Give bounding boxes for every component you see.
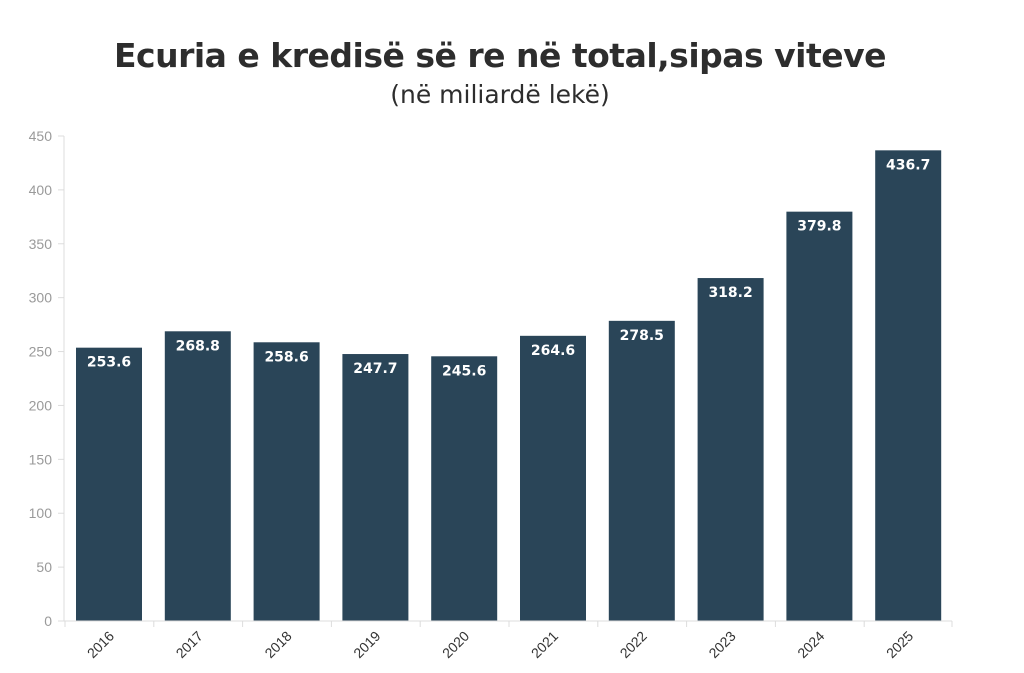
bar-2018 [253,342,320,621]
y-axis: 0 50 100 150 200 250 300 350 400 450 [29,128,65,629]
bars: 253.6 268.8 258.6 247.7 245.6 264.6 278.5 318.2… [76,150,942,621]
bar-2021 [520,335,586,621]
x-tick-label-2019: 2019 [350,628,383,661]
bar-2024 [786,211,853,621]
data-label-2016: 253.6 [87,355,131,371]
x-tick-label-2023: 2023 [705,628,738,661]
x-tick-label-2017: 2017 [173,628,206,661]
bar-2019 [342,354,409,621]
data-label-2023: 318.2 [708,285,752,301]
x-tick-label-2018: 2018 [261,628,294,661]
y-tick-label: 200 [29,397,53,413]
chart-title: Ecuria e kredisë së re në total,sipas vi… [113,36,887,75]
y-tick-label: 450 [29,128,53,144]
x-tick-label-2021: 2021 [528,628,561,661]
bar-2022 [608,320,675,621]
data-label-2020: 245.6 [442,363,486,379]
bar-2020 [431,356,498,621]
y-tick-label: 250 [29,344,53,360]
data-label-2018: 258.6 [264,349,308,365]
y-tick-label: 50 [36,559,52,575]
y-tick-label: 150 [29,451,53,467]
bar-2016 [76,347,142,621]
x-tick-label-2020: 2020 [439,628,472,661]
x-axis: 2016 2017 2018 2019 2020 2021 2022 2023 2024 2025 [64,620,953,661]
x-tick-label-2022: 2022 [617,628,650,661]
data-label-2025: 436.7 [886,157,930,173]
y-tick-label: 350 [29,236,53,252]
y-tick-label: 100 [29,505,53,521]
bar-2017 [164,331,231,621]
data-label-2017: 268.8 [176,338,220,354]
data-label-2019: 247.7 [353,361,397,377]
y-tick-label: 400 [29,182,53,198]
data-label-2024: 379.8 [797,219,841,235]
chart-subtitle: (në miliardë lekë) [390,80,610,109]
bar-2025 [875,150,942,621]
x-tick-label-2024: 2024 [794,628,827,661]
x-tick-label-2016: 2016 [84,628,117,661]
data-label-2022: 278.5 [620,328,664,344]
y-tick-label: 0 [44,613,52,629]
bar-2023 [697,278,764,621]
data-label-2021: 264.6 [531,343,575,359]
x-tick-label-2025: 2025 [883,628,916,661]
y-tick-label: 300 [29,290,53,306]
